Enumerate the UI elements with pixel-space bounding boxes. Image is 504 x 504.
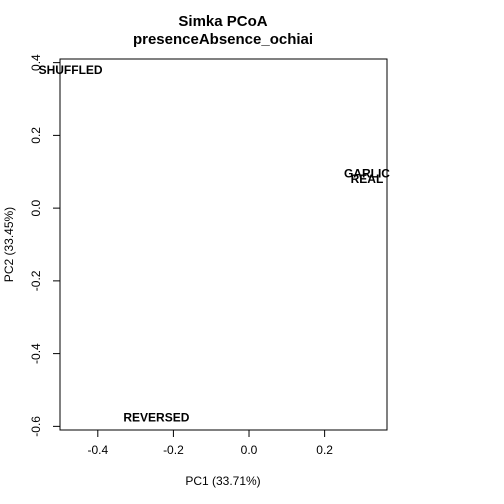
x-tick-label: 0.2 [316, 443, 333, 457]
x-axis-label: PC1 (33.71%) [185, 474, 260, 488]
point-label-shuffled: SHUFFLED [39, 63, 103, 77]
y-tick-label: 0.4 [29, 54, 43, 71]
y-tick-label: -0.2 [29, 270, 43, 291]
point-label-garlic: GARLIC [344, 167, 390, 181]
y-tick-label: 0.2 [29, 127, 43, 144]
chart-subtitle: presenceAbsence_ochiai [133, 31, 313, 48]
x-tick-label: -0.2 [163, 443, 184, 457]
x-axis: -0.4 -0.2 0.0 0.2 [87, 430, 333, 457]
point-label-reversed: REVERSED [123, 410, 189, 424]
x-tick-label: -0.4 [87, 443, 108, 457]
point-label-real: REAL [351, 172, 384, 186]
plot-frame [59, 58, 388, 431]
x-tick-label: 0.0 [241, 443, 258, 457]
y-tick-label: 0.0 [29, 199, 43, 216]
chart-title: Simka PCoA [178, 13, 267, 30]
y-axis-label: PC2 (33.45%) [2, 207, 16, 282]
y-tick-label: -0.6 [29, 416, 43, 437]
y-axis: -0.6 -0.4 -0.2 0.0 0.2 0.4 [29, 54, 60, 437]
y-tick-label: -0.4 [29, 343, 43, 364]
